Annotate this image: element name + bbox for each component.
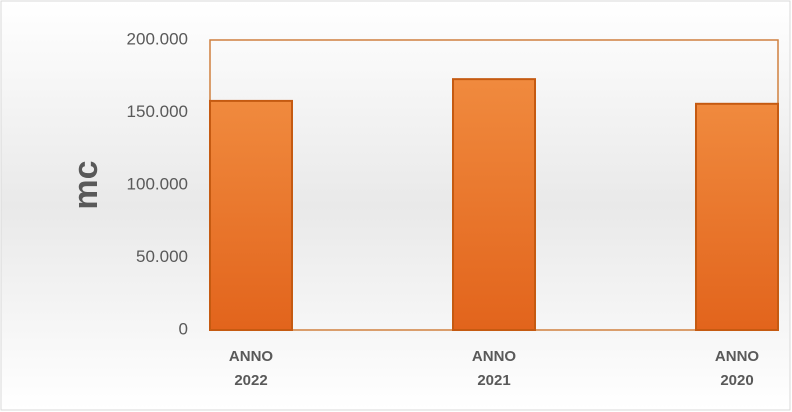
y-tick-label: 100.000 [127,174,188,193]
y-tick-label: 150.000 [127,102,188,121]
x-tick-label: ANNO 2020 [714,348,760,389]
y-axis-label: mc [67,160,105,209]
bar [695,102,779,331]
bar [452,78,536,332]
x-tick-label: ANNO 2021 [471,348,517,389]
y-tick-label: 0 [179,319,188,338]
y-tick-label: 50.000 [136,247,188,266]
bar [209,99,293,332]
x-tick-label: ANNO 2022 [228,348,274,389]
y-tick-label: 200.000 [127,29,188,48]
